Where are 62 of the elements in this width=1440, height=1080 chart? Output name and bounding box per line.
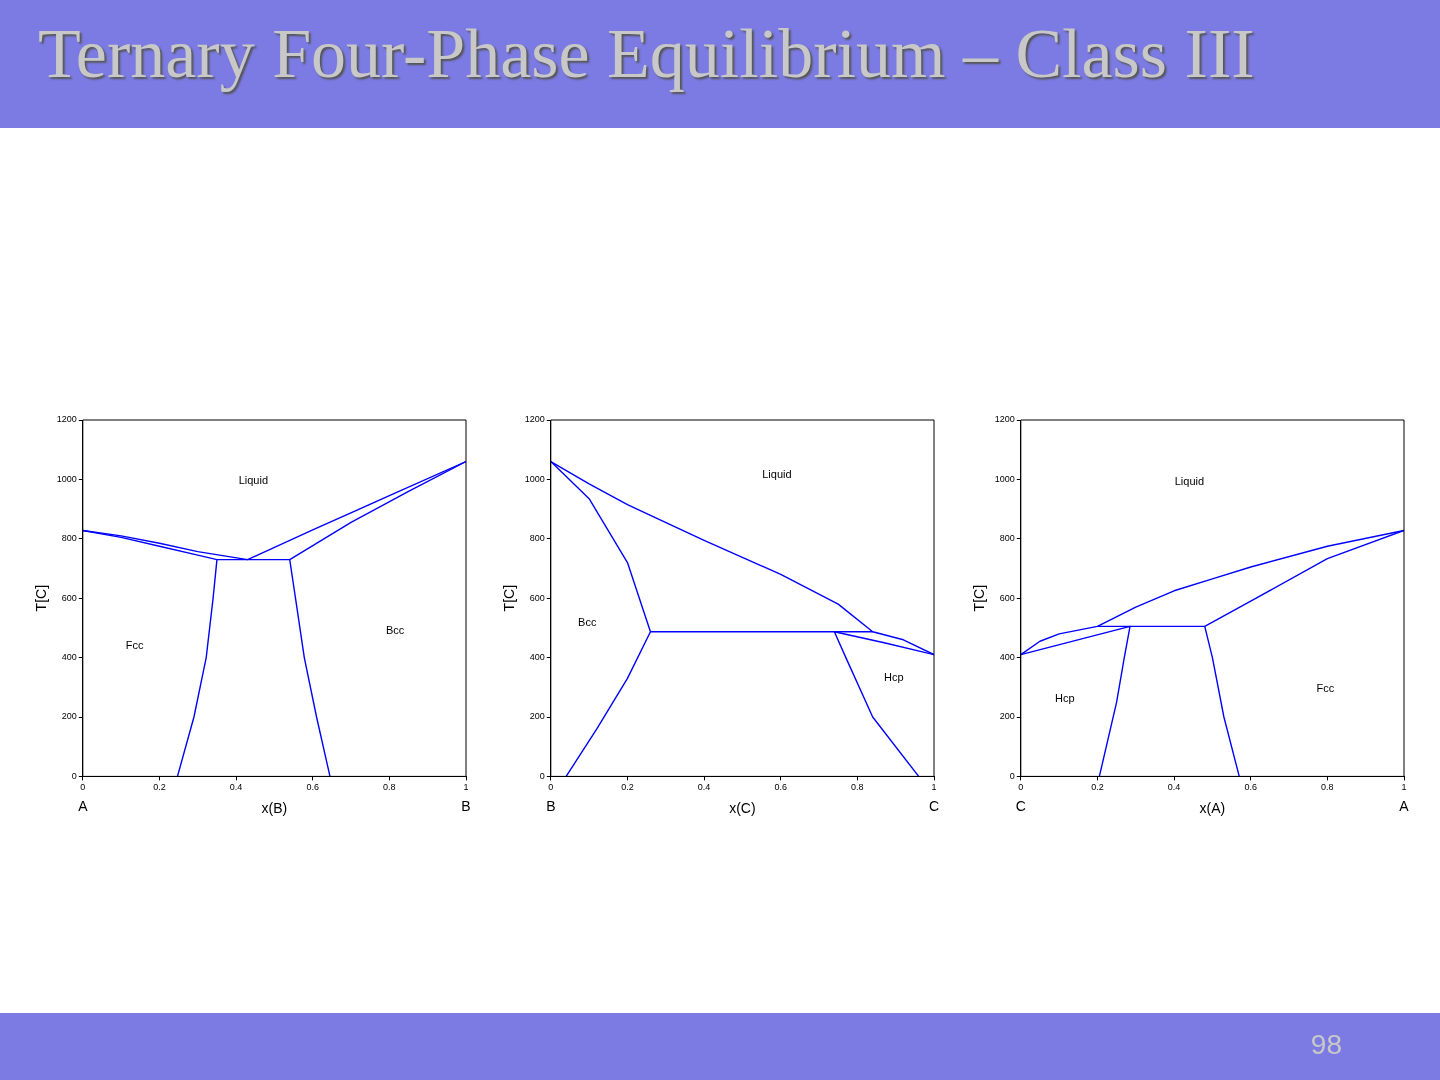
text: A [78, 798, 89, 815]
y-tick-label: 1000 [994, 473, 1015, 484]
y-tick-label: 1000 [524, 473, 545, 484]
text: B [546, 798, 556, 815]
x-tick-label: 0.8 [851, 782, 864, 793]
y-axis-title: T[C] [501, 584, 518, 612]
x-tick-label: 1 [931, 782, 937, 793]
y-tick-label: 200 [529, 711, 545, 722]
annotation: Liquid [762, 467, 792, 480]
annotation: Hcp [1055, 692, 1075, 705]
y-tick-label: 200 [999, 711, 1015, 722]
y-tick-label: 0 [71, 770, 77, 781]
x-tick-label: 0.8 [1321, 782, 1334, 793]
text: Ternary Four-Phase Equilibrium – Class III [38, 14, 1255, 94]
y-tick-label: 400 [529, 652, 545, 663]
x-tick-label: 1 [1401, 782, 1407, 793]
y-tick-label: 800 [61, 533, 77, 544]
x-tick-label: 0.2 [1091, 782, 1104, 793]
annotation: Bcc [385, 624, 405, 637]
text: A [1399, 798, 1410, 815]
annotation: Fcc [125, 638, 144, 651]
y-tick-label: 800 [529, 533, 545, 544]
x-tick-label: 0.4 [229, 782, 243, 793]
y-tick-label: 1200 [56, 414, 77, 425]
x-axis-title: x(A) [1199, 800, 1226, 817]
x-tick-label: 0.2 [153, 782, 166, 793]
y-tick-label: 1000 [56, 473, 77, 484]
x-tick-label: 0.4 [697, 782, 711, 793]
annotation: Liquid [1174, 475, 1205, 488]
text: C [928, 798, 940, 815]
x-tick-label: 0.2 [621, 782, 634, 793]
x-tick-label: 0 [80, 782, 86, 793]
x-axis-title: x(B) [261, 800, 288, 817]
annotation: Liquid [238, 473, 269, 486]
y-tick-label: 200 [61, 711, 77, 722]
y-tick-label: 0 [1009, 770, 1015, 781]
annotation: Hcp [883, 671, 904, 684]
y-axis-title: T[C] [971, 584, 988, 612]
y-tick-label: 600 [999, 592, 1015, 603]
y-tick-label: 1200 [524, 414, 545, 425]
y-axis-title: T[C] [33, 584, 50, 612]
text: B [461, 798, 471, 815]
x-axis-title: x(C) [729, 800, 756, 817]
x-tick-label: 0.6 [1244, 782, 1257, 793]
annotation: Fcc [1316, 681, 1335, 694]
annotation: Bcc [578, 616, 597, 629]
y-tick-label: 400 [999, 652, 1015, 663]
x-tick-label: 0.4 [1167, 782, 1181, 793]
x-tick-label: 0.6 [306, 782, 319, 793]
y-tick-label: 600 [61, 592, 77, 603]
text: C [1015, 798, 1026, 815]
text: 98 [1310, 1029, 1342, 1061]
y-tick-label: 0 [539, 770, 545, 781]
y-tick-label: 800 [999, 533, 1015, 544]
x-tick-label: 0 [548, 782, 554, 793]
x-tick-label: 1 [463, 782, 469, 793]
x-tick-label: 0 [1018, 782, 1024, 793]
y-tick-label: 1200 [994, 414, 1015, 425]
x-tick-label: 0.8 [383, 782, 396, 793]
y-tick-label: 400 [61, 652, 77, 663]
x-tick-label: 0.6 [774, 782, 787, 793]
y-tick-label: 600 [529, 592, 545, 603]
